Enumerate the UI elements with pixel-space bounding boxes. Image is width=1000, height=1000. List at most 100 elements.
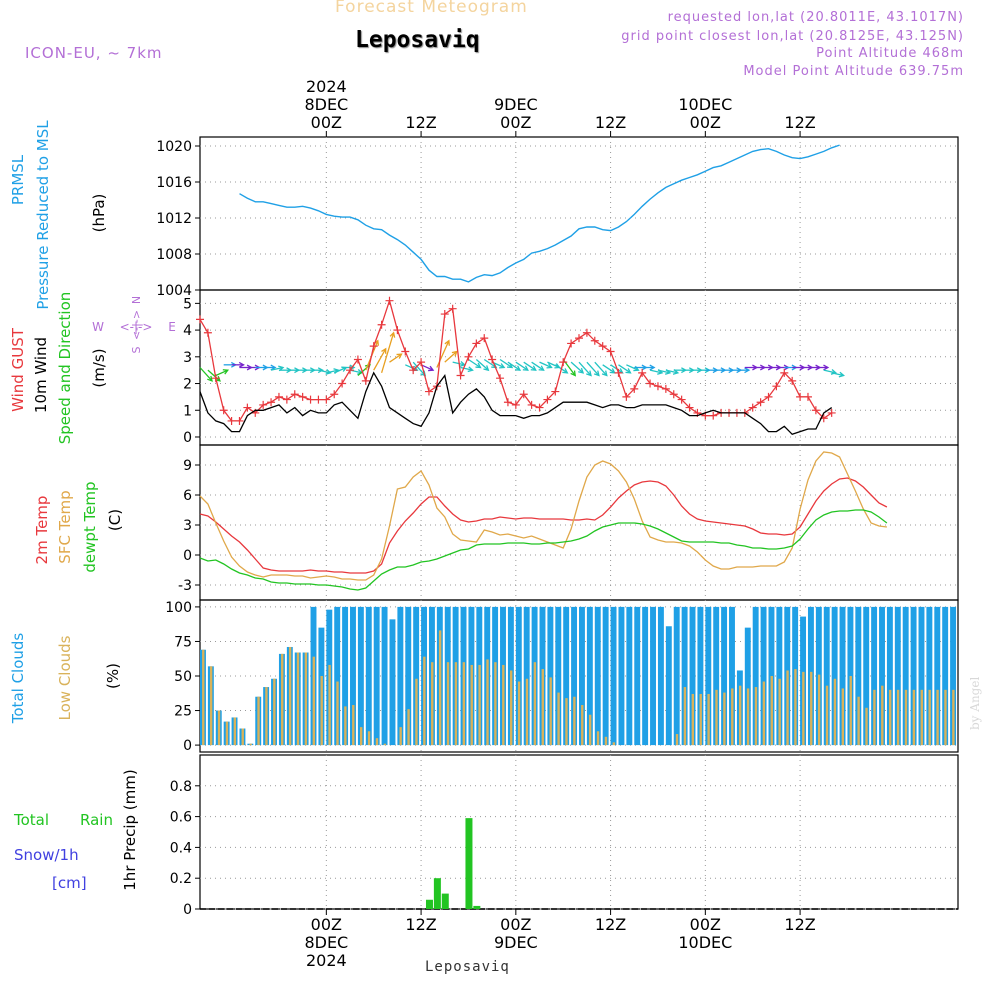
wind-direction-arrow (412, 361, 426, 376)
gust-marker (653, 382, 662, 391)
total-cloud-bar (523, 606, 530, 746)
total-cloud-bar (910, 606, 917, 746)
low-cloud-bar (375, 738, 379, 746)
top-tick-label: 8DEC (304, 95, 348, 114)
wind-direction-arrow (586, 361, 600, 376)
panel-label: Low Clouds (56, 635, 74, 720)
panel-temp: -3 0 3 6 9 (178, 444, 959, 601)
y-tick-label: 0.8 (170, 779, 192, 795)
low-cloud-bar (707, 693, 710, 746)
low-cloud-bar (517, 681, 521, 746)
gust-marker (282, 395, 291, 404)
low-cloud-bar (604, 736, 608, 746)
y-tick-label: 0 (183, 902, 192, 918)
low-cloud-bar (786, 670, 789, 746)
low-cloud-bar (257, 696, 260, 746)
low-cloud-bar (573, 696, 576, 746)
wind-direction-arrow (373, 348, 387, 371)
direction-legend: W E <-|-> N S <-|-> (92, 296, 176, 354)
wind-arrow-head (601, 370, 608, 377)
low-cloud-bar (889, 689, 892, 746)
panel-clouds: 0 25 50 75 100 (165, 599, 959, 754)
total-cloud-bar (863, 606, 870, 746)
gust-marker (338, 379, 347, 388)
low-cloud-bar (723, 692, 726, 746)
gust-marker (803, 392, 812, 401)
total-cloud-bar (618, 606, 625, 746)
low-cloud-bar (683, 687, 687, 746)
low-cloud-bar (438, 630, 442, 746)
total-cloud-bar (831, 606, 838, 746)
low-cloud-bar (320, 676, 323, 746)
gust-marker (661, 384, 670, 393)
model-point-altitude: Model Point Altitude 639.75m (743, 64, 964, 79)
gust-marker (448, 304, 457, 313)
total-cloud-bar (515, 606, 522, 746)
gust-marker (330, 390, 339, 399)
wind-arrow-head (428, 365, 435, 372)
total-cloud-bar (602, 606, 609, 746)
low-cloud-bar (478, 664, 481, 746)
low-cloud-bar (383, 743, 387, 746)
y-tick-label: 2 (183, 377, 192, 393)
low-cloud-bar (936, 689, 939, 746)
low-cloud-bar (312, 656, 315, 746)
gust-marker (748, 403, 757, 412)
low-cloud-bar (470, 664, 473, 746)
wind-arrow-head (444, 339, 450, 346)
low-cloud-bar (691, 693, 694, 746)
gust-marker (622, 392, 631, 401)
wind-arrow-head (270, 364, 277, 371)
wind-arrow-head (317, 367, 324, 374)
wind-arrow-head (823, 364, 830, 371)
requested-location: requested lon,lat (20.8011E, 43.1017N) (667, 10, 964, 25)
wind-arrow-head (389, 331, 396, 338)
panel-label: (hPa) (90, 194, 108, 233)
low-cloud-bar (944, 689, 947, 746)
wind-arrow-head (451, 350, 458, 357)
gust-marker (527, 400, 536, 409)
series-line-dewpt (199, 509, 888, 591)
total-cloud-bar (926, 606, 933, 746)
low-cloud-bar (415, 678, 418, 746)
wind-direction-arrow (444, 350, 458, 363)
top-tick-label: 12Z (784, 113, 815, 132)
low-cloud-bar (596, 731, 600, 746)
gust-marker (211, 374, 220, 383)
low-cloud-bar (407, 709, 410, 746)
wind-direction-arrow (499, 358, 513, 369)
low-cloud-bar (588, 714, 592, 746)
low-cloud-bar (738, 685, 742, 746)
low-cloud-bar (454, 662, 458, 746)
panel-label: dewpt Temp (81, 481, 99, 572)
top-tick-label: 9DEC (494, 95, 538, 114)
panel-label: Total Clouds (9, 633, 27, 725)
total-cloud-bar (389, 619, 396, 746)
low-cloud-bar (502, 664, 505, 746)
y-tick-label: 75 (174, 634, 192, 650)
wind-direction-arrow (326, 369, 339, 374)
panel-wind: 0 1 2 3 4 5 (183, 289, 959, 446)
gust-marker (409, 366, 418, 375)
low-cloud-bar (731, 688, 734, 746)
low-cloud-bar (486, 659, 489, 746)
y-tick-label: 0.2 (170, 871, 192, 887)
gust-marker (772, 382, 781, 391)
wind-arrow-head (744, 367, 751, 374)
gust-marker (393, 326, 402, 335)
gust-marker (677, 395, 686, 404)
total-cloud-bar (547, 606, 554, 746)
gust-marker (259, 400, 268, 409)
wind-arrow-head (396, 353, 403, 359)
total-cloud-bar (752, 606, 759, 746)
low-cloud-bar (565, 698, 568, 746)
y-tick-label: 4 (183, 323, 192, 339)
gust-marker (424, 387, 433, 396)
rain-bar (465, 818, 473, 909)
panel-frame (199, 136, 959, 291)
wind-arrow-head (538, 365, 545, 371)
y-tick-label: 50 (174, 669, 192, 685)
y-tick-label: 1016 (156, 175, 192, 191)
wind-arrow-head (838, 371, 845, 378)
wind-arrow-head (222, 369, 230, 375)
